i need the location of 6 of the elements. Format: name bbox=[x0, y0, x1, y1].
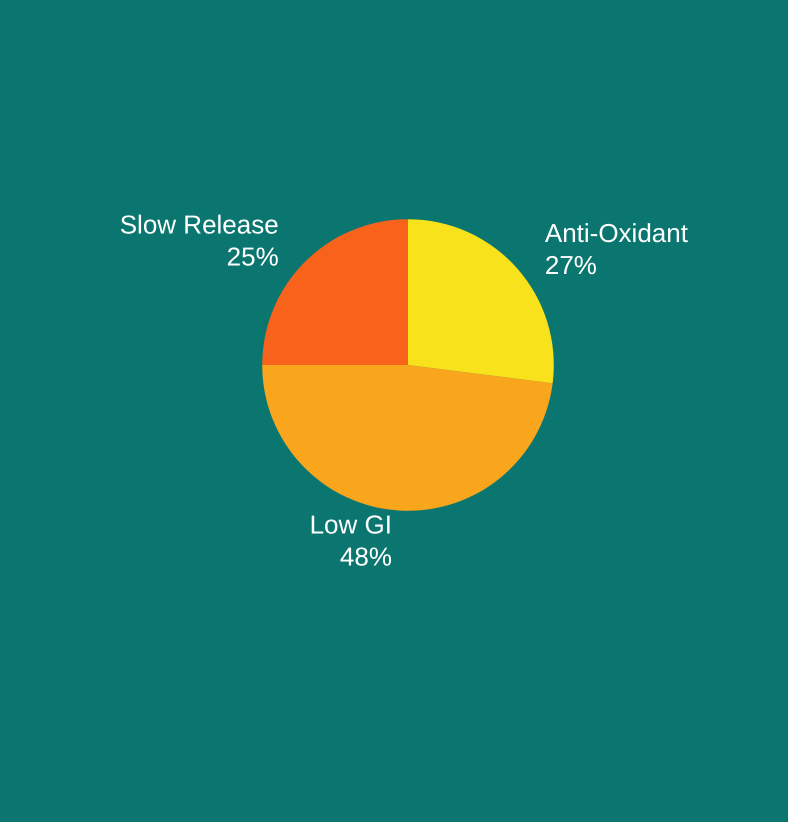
data-label: 25% bbox=[226, 242, 279, 272]
data-label: 48% bbox=[340, 541, 392, 572]
slice-label: Low GI bbox=[310, 509, 392, 540]
slice-label: Anti-Oxidant bbox=[544, 218, 689, 248]
slice-label: Slow Release bbox=[120, 210, 279, 240]
data-label: 27% bbox=[544, 250, 597, 280]
